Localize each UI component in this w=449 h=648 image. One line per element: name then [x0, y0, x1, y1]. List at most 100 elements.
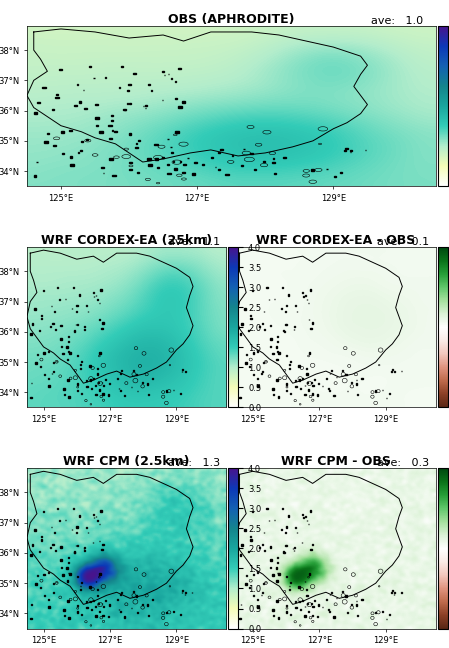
- Bar: [59, 69, 62, 70]
- Bar: [147, 158, 150, 160]
- Bar: [86, 386, 88, 388]
- Text: ave:   0.3: ave: 0.3: [378, 458, 430, 469]
- Bar: [310, 549, 312, 550]
- Bar: [129, 103, 131, 104]
- Bar: [68, 336, 69, 337]
- Bar: [53, 362, 54, 363]
- Bar: [97, 373, 98, 375]
- Bar: [259, 326, 260, 327]
- Bar: [389, 614, 390, 615]
- Bar: [276, 346, 277, 347]
- Bar: [263, 583, 264, 584]
- Bar: [272, 388, 274, 389]
- Bar: [304, 615, 306, 617]
- Bar: [345, 148, 348, 149]
- Bar: [35, 583, 37, 585]
- Bar: [389, 393, 390, 394]
- Bar: [102, 393, 104, 395]
- Bar: [158, 167, 159, 168]
- Bar: [302, 514, 303, 515]
- Bar: [105, 77, 106, 78]
- Bar: [182, 590, 184, 591]
- Bar: [285, 532, 286, 533]
- Bar: [277, 396, 279, 397]
- Bar: [60, 546, 62, 548]
- Bar: [270, 346, 271, 347]
- Bar: [218, 152, 220, 153]
- Bar: [86, 139, 88, 140]
- Bar: [99, 610, 100, 612]
- Bar: [92, 292, 94, 294]
- Bar: [31, 555, 32, 556]
- Bar: [101, 327, 103, 329]
- Bar: [68, 396, 70, 397]
- Bar: [192, 173, 195, 174]
- Bar: [244, 308, 246, 310]
- Bar: [241, 544, 242, 546]
- Bar: [171, 152, 173, 154]
- Bar: [351, 150, 352, 151]
- Bar: [333, 616, 335, 618]
- Text: ave:   1.0: ave: 1.0: [371, 16, 423, 26]
- Bar: [286, 576, 287, 577]
- Bar: [69, 353, 71, 354]
- Bar: [48, 607, 50, 608]
- Bar: [250, 318, 252, 319]
- Bar: [155, 158, 158, 159]
- Bar: [60, 559, 62, 561]
- Bar: [102, 323, 104, 324]
- Bar: [254, 169, 255, 170]
- Bar: [257, 572, 258, 573]
- Bar: [76, 305, 78, 307]
- Bar: [103, 606, 105, 607]
- Bar: [167, 172, 171, 174]
- Bar: [183, 164, 186, 165]
- Bar: [277, 557, 278, 559]
- Bar: [89, 601, 91, 602]
- Bar: [120, 594, 121, 595]
- Bar: [375, 612, 376, 613]
- Bar: [34, 112, 37, 113]
- Bar: [152, 378, 154, 379]
- Bar: [56, 360, 57, 361]
- Bar: [154, 144, 158, 145]
- Bar: [107, 395, 109, 396]
- Bar: [124, 395, 125, 397]
- Bar: [76, 354, 78, 356]
- Bar: [289, 589, 290, 590]
- Bar: [129, 169, 132, 170]
- Bar: [89, 380, 91, 381]
- Bar: [148, 165, 152, 166]
- Title: WRF CORDEX-EA - OBS: WRF CORDEX-EA - OBS: [256, 234, 415, 247]
- Bar: [35, 362, 37, 364]
- Bar: [108, 124, 111, 126]
- Bar: [132, 73, 136, 75]
- Bar: [241, 165, 242, 166]
- Bar: [43, 511, 44, 513]
- Bar: [345, 596, 347, 597]
- Bar: [30, 618, 31, 619]
- Bar: [52, 109, 53, 110]
- Bar: [244, 529, 246, 531]
- Bar: [42, 87, 46, 88]
- Bar: [300, 388, 301, 389]
- Bar: [67, 600, 69, 602]
- Bar: [302, 292, 303, 294]
- Bar: [76, 526, 78, 527]
- Bar: [70, 164, 74, 166]
- Bar: [277, 341, 278, 342]
- Bar: [277, 379, 278, 381]
- Bar: [101, 511, 102, 512]
- Bar: [109, 383, 110, 384]
- Bar: [99, 389, 100, 391]
- Bar: [62, 353, 64, 354]
- Bar: [81, 361, 82, 362]
- Bar: [317, 616, 318, 617]
- Bar: [289, 368, 290, 369]
- Bar: [361, 378, 363, 379]
- Bar: [114, 131, 117, 132]
- Bar: [53, 145, 56, 146]
- Bar: [251, 153, 253, 154]
- Bar: [269, 338, 272, 340]
- Bar: [263, 362, 264, 363]
